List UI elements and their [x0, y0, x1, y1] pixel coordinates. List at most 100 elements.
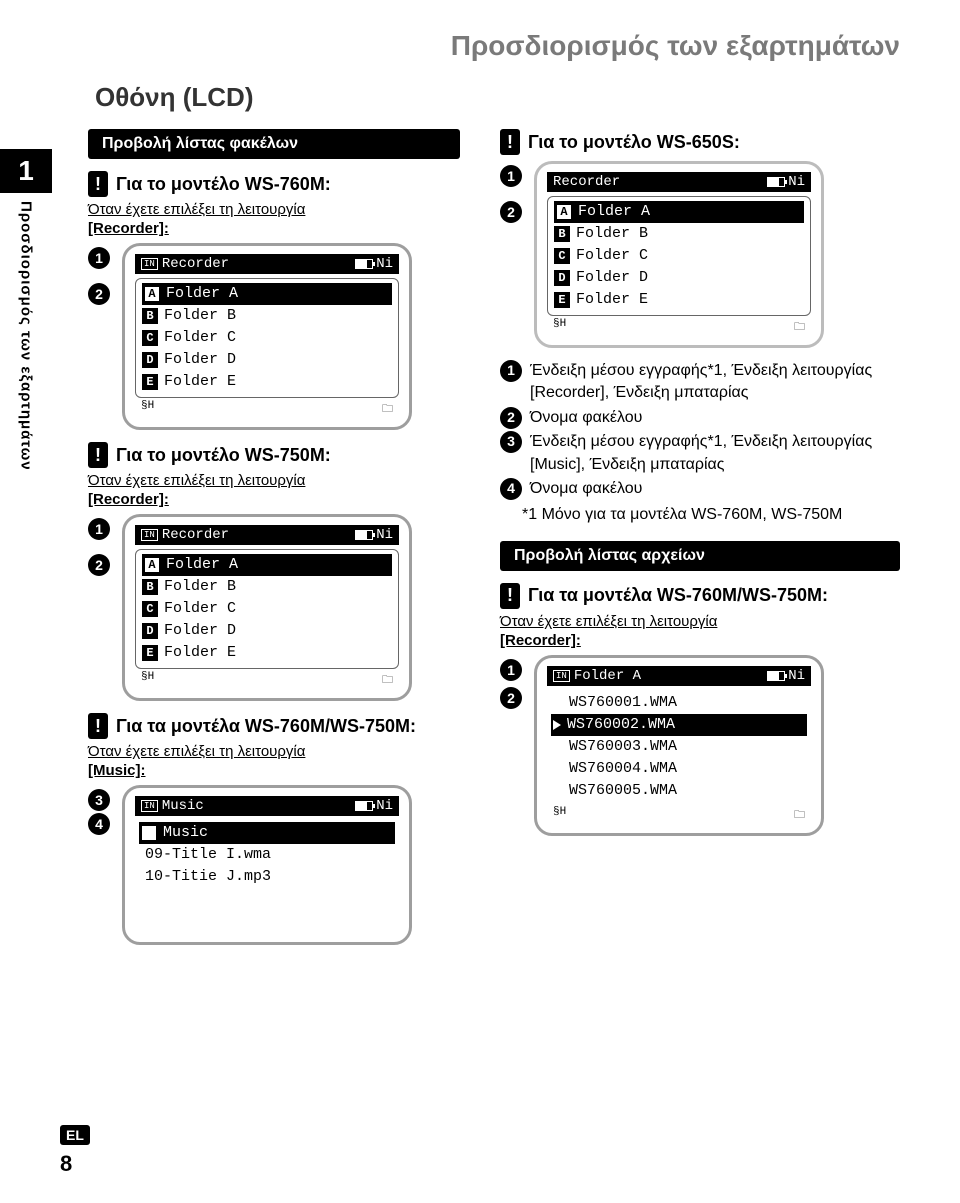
folder-icon: 🗀 [382, 400, 393, 419]
def-2-text: Όνομα φακέλου [530, 407, 642, 429]
file-list: WS760001.WMA WS760002.WMA WS760003.WMA W… [547, 690, 811, 804]
callout-1: 1 [88, 247, 110, 269]
callout-1: 1 [500, 659, 522, 681]
lcd-screen: IN Folder A Ni WS760001.WMA WS760002.WMA … [534, 655, 824, 836]
left-column: 1 Προσδιορισμός των εξαρτημάτων Προβολή … [60, 129, 460, 957]
when-line: Όταν έχετε επιλέξει τη λειτουργία [88, 201, 460, 218]
ni-tag: Ni [376, 527, 393, 543]
mode-recorder: [Recorder]: [88, 491, 460, 508]
lcd-title: Music [162, 798, 204, 814]
model-line-650: ! Για το μοντέλο WS-650S: [500, 129, 900, 155]
language-tag: EL [60, 1125, 90, 1145]
def-3-num: 3 [500, 431, 522, 453]
battery-icon [767, 671, 785, 681]
page-title: Προσδιορισμός των εξαρτημάτων [60, 30, 900, 62]
callout-3: 3 [88, 789, 110, 811]
lcd-750-recorder: 1 2 IN Recorder Ni AFolder A BFolder B CF… [88, 514, 460, 701]
folder-a: Folder A [166, 283, 238, 305]
ni-tag: Ni [376, 256, 393, 272]
file-list-bar: Προβολή λίστας αρχείων [500, 541, 900, 571]
folder-list: AFolder A BFolder B CFolder C DFolder D … [135, 549, 399, 669]
def-1-text: Ένδειξη μέσου εγγραφής*1, Ένδειξη λειτου… [530, 360, 900, 405]
callout-2: 2 [500, 201, 522, 223]
lcd-footer: §H🗀 [547, 316, 811, 337]
when-line: Όταν έχετε επιλέξει τη λειτουργία [88, 743, 460, 760]
footnote-1: *1 Μόνο για τα μοντέλα WS-760M, WS-750M [522, 504, 900, 526]
lcd-footer: §H🗀 [135, 669, 399, 690]
page-number: 8 [60, 1151, 90, 1177]
chapter-label-vertical: Προσδιορισμός των εξαρτημάτων [18, 201, 35, 471]
lcd-header: IN Recorder Ni [135, 254, 399, 274]
def-1-num: 1 [500, 360, 522, 382]
lcd-title: Recorder [162, 527, 229, 543]
music-list: Music 09-Title I.wma 10-Titie J.mp3 [135, 820, 399, 934]
model-both-text: Για τα μοντέλα WS-760M/WS-750M: [116, 716, 416, 737]
callouts-760: 1 2 [88, 243, 116, 430]
lcd-screen: Recorder Ni AFolder A BFolder B CFolder … [534, 161, 824, 348]
lcd-header: IN Folder A Ni [547, 666, 811, 686]
folder-icon: 🗀 [794, 318, 805, 337]
in-tag: IN [141, 529, 158, 541]
lcd-screen: IN Music Ni Music 09-Title I.wma 10-Titie… [122, 785, 412, 945]
callouts-650: 1 2 [500, 161, 528, 348]
model-750-text: Για το μοντέλο WS-750M: [116, 445, 331, 466]
callout-2: 2 [500, 687, 522, 709]
two-column-layout: 1 Προσδιορισμός των εξαρτημάτων Προβολή … [60, 129, 900, 957]
folder-c: Folder C [164, 327, 236, 349]
callouts-filelist: 1 2 [500, 655, 528, 836]
right-column: ! Για το μοντέλο WS-650S: 1 2 Recorder N… [500, 129, 900, 957]
lcd-filelist: 1 2 IN Folder A Ni WS760001.WMA WS760002.… [500, 655, 900, 836]
def-3-text: Ένδειξη μέσου εγγραφής*1, Ένδειξη λειτου… [530, 431, 900, 476]
lcd-header: Recorder Ni [547, 172, 811, 192]
mode-recorder: [Recorder]: [500, 632, 900, 649]
lcd-footer: §H🗀 [547, 804, 811, 825]
manual-page: Προσδιορισμός των εξαρτημάτων Οθόνη (LCD… [0, 0, 960, 1203]
lcd-screen: IN Recorder Ni AFolder A BFolder B CFolde… [122, 514, 412, 701]
model-line-both: ! Για τα μοντέλα WS-760M/WS-750M: [88, 713, 460, 739]
callout-definitions: 1 Ένδειξη μέσου εγγραφής*1, Ένδειξη λειτο… [500, 360, 900, 527]
lcd-footer: §H🗀 [135, 398, 399, 419]
battery-icon [355, 259, 373, 269]
folder-b: Folder B [164, 305, 236, 327]
lcd-header: IN Music Ni [135, 796, 399, 816]
lcd-title: Recorder [162, 256, 229, 272]
callout-4: 4 [88, 813, 110, 835]
folder-icon: 🗀 [794, 806, 805, 825]
model-both-text-2: Για τα μοντέλα WS-760M/WS-750M: [528, 585, 828, 606]
chapter-number: 1 [0, 149, 52, 193]
mode-music: [Music]: [88, 762, 460, 779]
page-footer: EL 8 [60, 1125, 90, 1177]
ni-tag: Ni [788, 668, 805, 684]
lcd-title: Folder A [574, 668, 641, 684]
in-tag: IN [141, 258, 158, 270]
ni-tag: Ni [376, 798, 393, 814]
callouts-music: 3 4 [88, 785, 116, 945]
in-tag: IN [141, 800, 158, 812]
def-2-num: 2 [500, 407, 522, 429]
callouts-750: 1 2 [88, 514, 116, 701]
lcd-title: Recorder [553, 174, 620, 190]
play-icon [553, 720, 561, 730]
model-760-text: Για το μοντέλο WS-760M: [116, 174, 331, 195]
when-line: Όταν έχετε επιλέξει τη λειτουργία [500, 613, 900, 630]
def-4-text: Όνομα φακέλου [530, 478, 642, 500]
mode-recorder: [Recorder]: [88, 220, 460, 237]
battery-icon [355, 801, 373, 811]
folder-list-bar: Προβολή λίστας φακέλων [88, 129, 460, 159]
ni-tag: Ni [788, 174, 805, 190]
folder-d: Folder D [164, 349, 236, 371]
callout-1: 1 [500, 165, 522, 187]
alert-icon: ! [88, 171, 108, 197]
chapter-tab: 1 Προσδιορισμός των εξαρτημάτων [0, 149, 52, 471]
folder-list: AFolder A BFolder B CFolder C DFolder D … [547, 196, 811, 316]
section-heading: Οθόνη (LCD) [95, 82, 900, 113]
lcd-650: 1 2 Recorder Ni AFolder A BFolder B CFol… [500, 161, 900, 348]
def-4-num: 4 [500, 478, 522, 500]
in-tag: IN [553, 670, 570, 682]
callout-2: 2 [88, 554, 110, 576]
lcd-header: IN Recorder Ni [135, 525, 399, 545]
alert-icon: ! [500, 583, 520, 609]
lcd-music: 3 4 IN Music Ni Music 09-Title I.wma 10-T… [88, 785, 460, 945]
folder-icon: 🗀 [382, 671, 393, 690]
model-line-750: ! Για το μοντέλο WS-750M: [88, 442, 460, 468]
